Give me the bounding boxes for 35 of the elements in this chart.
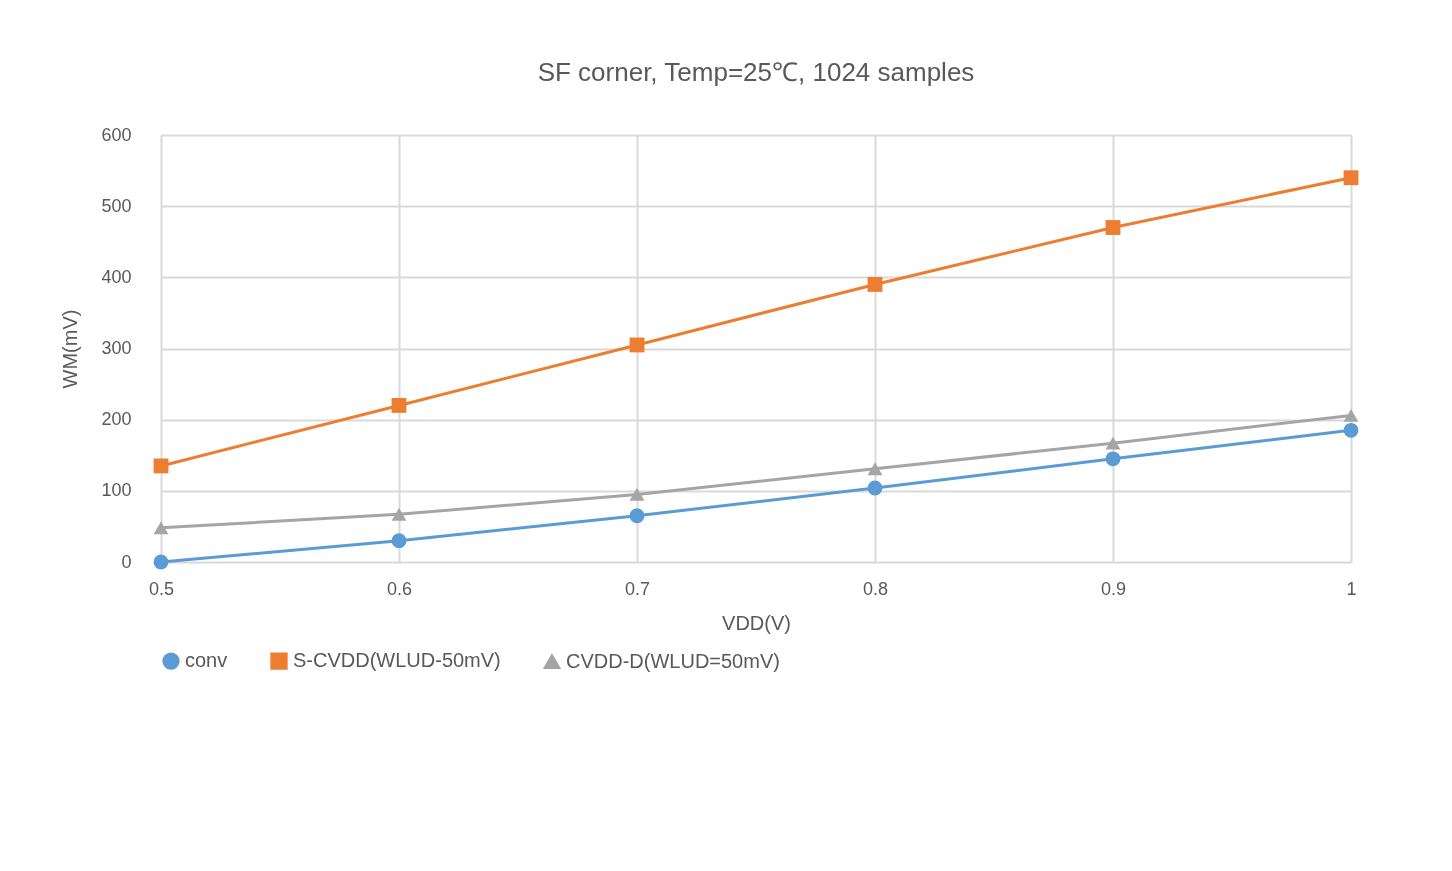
x-tick-label: 0.8 xyxy=(862,578,889,599)
y-tick-label: 600 xyxy=(101,124,132,145)
point xyxy=(867,462,883,476)
y-tick-label: 100 xyxy=(101,480,132,501)
point xyxy=(153,554,169,570)
point xyxy=(1105,451,1121,467)
x-tick-label: 1 xyxy=(1346,578,1357,599)
y-tick-label: 200 xyxy=(101,409,132,430)
point xyxy=(1105,220,1121,235)
point xyxy=(391,507,407,521)
y-tick-label: 400 xyxy=(101,266,132,287)
chart-title: SF corner, Temp=25℃, 1024 samples xyxy=(537,57,975,87)
y-tick-label: 300 xyxy=(101,338,132,358)
x-axis-title: VDD(V) xyxy=(722,611,791,634)
x-tick-label: 0.9 xyxy=(1100,578,1127,599)
x-tick-label: 0.6 xyxy=(386,578,413,599)
point xyxy=(1343,170,1359,186)
point xyxy=(1105,436,1121,450)
y-tick-label: 500 xyxy=(101,195,132,216)
y-tick-label: 0 xyxy=(121,551,132,572)
point xyxy=(1343,408,1359,422)
y-axis-title: WM(mV) xyxy=(59,309,82,389)
point xyxy=(867,480,883,496)
x-tick-label: 0.7 xyxy=(624,578,651,599)
point xyxy=(1343,422,1359,438)
point xyxy=(153,521,169,535)
legend-label: CVDD-D(WLUD=50mV) xyxy=(566,649,780,672)
legend-label: S-CVDD(WLUD-50mV) xyxy=(293,649,501,672)
point xyxy=(391,398,407,413)
legend-label: conv xyxy=(185,649,228,672)
point xyxy=(629,508,645,524)
point xyxy=(629,487,645,501)
x-tick-label: 0.5 xyxy=(148,578,175,599)
point xyxy=(391,533,407,549)
point xyxy=(867,277,883,292)
